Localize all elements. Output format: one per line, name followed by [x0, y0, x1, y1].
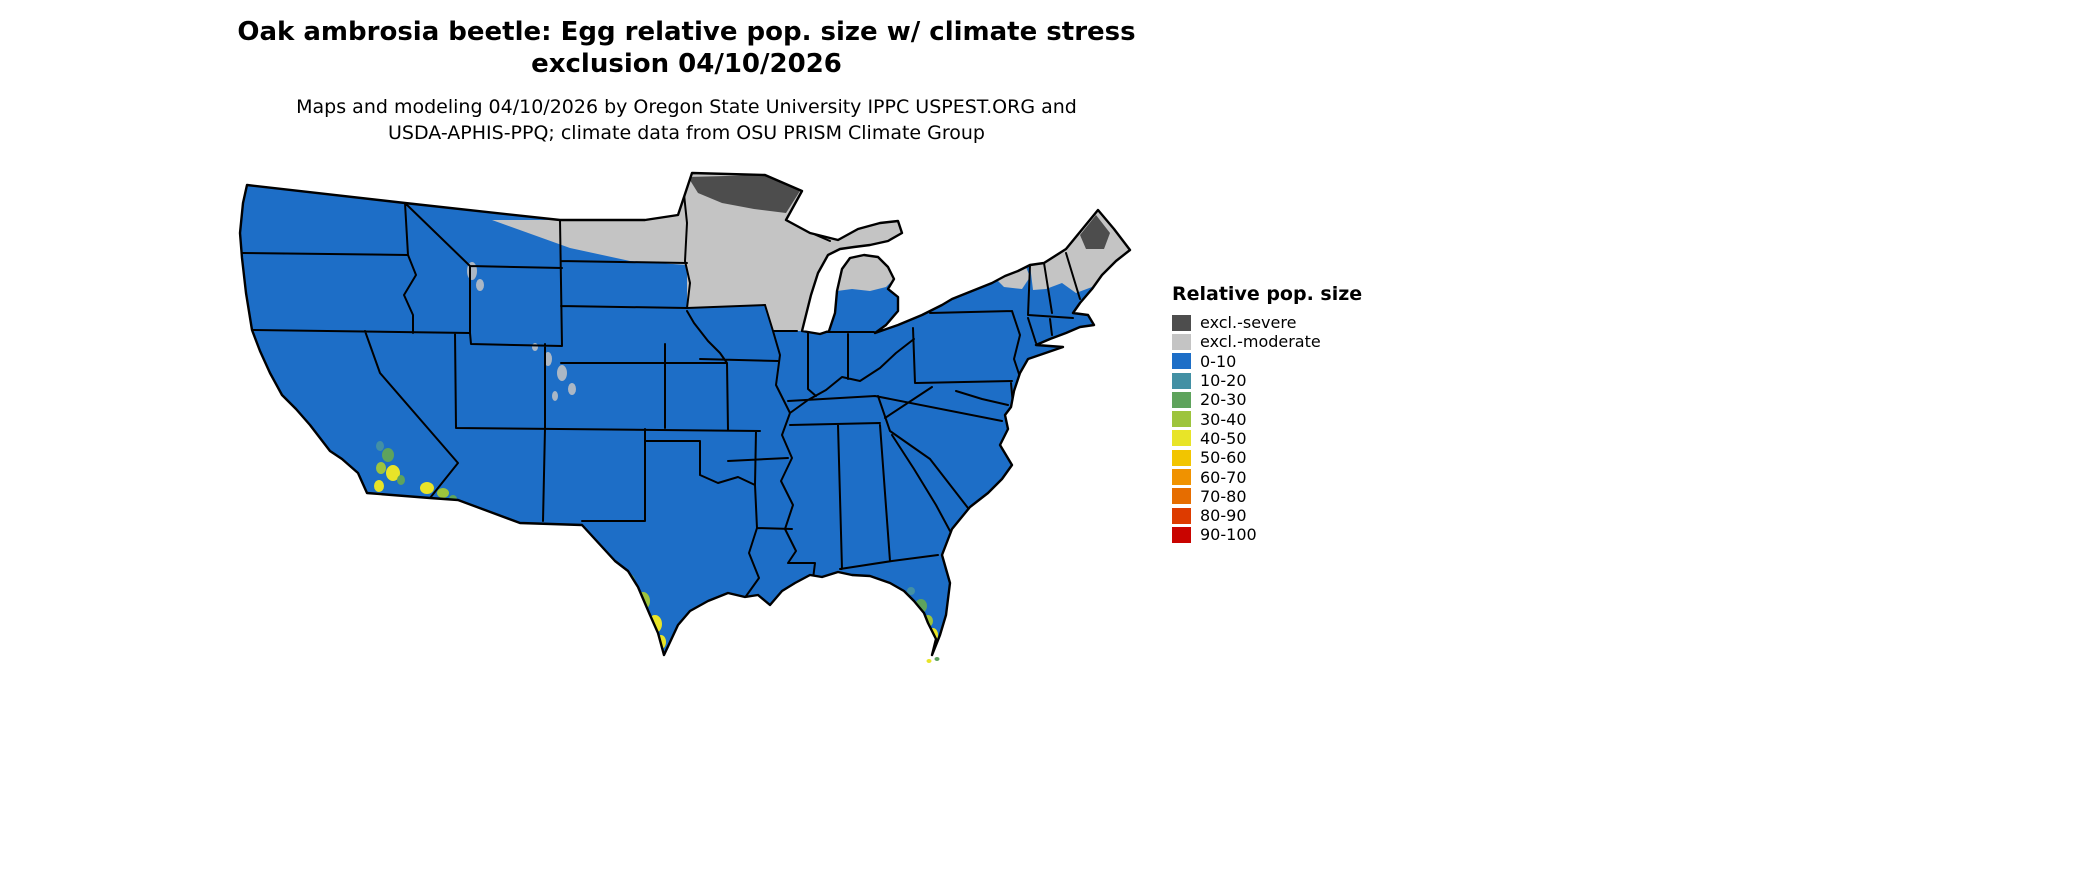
legend-item: 70-80 [1172, 487, 1362, 506]
legend-item: 40-50 [1172, 429, 1362, 448]
legend-item-label: 90-100 [1200, 525, 1257, 545]
title-block: Oak ambrosia beetle: Egg relative pop. s… [0, 16, 1373, 146]
exclusion-severe-region [688, 175, 1110, 249]
subtitle-line2: USDA-APHIS-PPQ; climate data from OSU PR… [388, 122, 985, 144]
legend-item-label: 60-70 [1200, 467, 1247, 487]
legend-items: excl.-severe excl.-moderate 0-10 10-20 20-30… [1172, 313, 1362, 545]
legend-item-label: 0-10 [1200, 351, 1237, 371]
70-80-swatch [1172, 488, 1191, 505]
10-20-swatch [1172, 372, 1191, 389]
20-30-swatch [1172, 391, 1191, 408]
legend-item: 90-100 [1172, 525, 1362, 544]
legend-item: 0-10 [1172, 352, 1362, 371]
subtitle-line1: Maps and modeling 04/10/2026 by Oregon S… [296, 96, 1077, 118]
legend-item-label: 20-30 [1200, 390, 1247, 410]
legend-item: 20-30 [1172, 390, 1362, 409]
legend: Relative pop. size excl.-severe excl.-mod… [1172, 283, 1362, 545]
state-borders [242, 174, 1081, 600]
60-70-swatch [1172, 469, 1191, 486]
legend-item: 60-70 [1172, 467, 1362, 487]
legend-item-label: excl.-moderate [1200, 332, 1321, 352]
80-90-swatch [1172, 507, 1191, 524]
florida-keys-patches [926, 657, 940, 663]
excl-severe-swatch [1172, 314, 1191, 331]
legend-item-label: 10-20 [1200, 371, 1247, 391]
90-100-swatch [1172, 526, 1191, 543]
legend-item: excl.-moderate [1172, 332, 1362, 351]
legend-item: excl.-severe [1172, 313, 1362, 332]
legend-item-label: 50-60 [1200, 448, 1247, 468]
legend-title: Relative pop. size [1172, 283, 1363, 305]
us-map [230, 163, 1145, 668]
legend-item-label: excl.-severe [1200, 313, 1297, 333]
legend-item-label: 70-80 [1200, 486, 1247, 506]
legend-item: 50-60 [1172, 448, 1362, 467]
legend-item: 30-40 [1172, 409, 1362, 429]
page-title-line2: exclusion 04/10/2026 [531, 49, 842, 79]
page-title-line1: Oak ambrosia beetle: Egg relative pop. s… [237, 17, 1136, 47]
legend-item: 10-20 [1172, 371, 1362, 390]
legend-item-label: 40-50 [1200, 428, 1247, 448]
legend-item: 80-90 [1172, 506, 1362, 525]
subtitle-block: Maps and modeling 04/10/2026 by Oregon S… [0, 94, 1373, 146]
40-50-swatch [1172, 430, 1191, 447]
us-map-svg [238, 171, 1132, 663]
50-60-swatch [1172, 449, 1191, 466]
30-40-swatch [1172, 411, 1191, 428]
legend-item-label: 30-40 [1200, 409, 1247, 429]
excl-moderate-swatch [1172, 333, 1191, 350]
0-10-swatch [1172, 353, 1191, 370]
legend-item-label: 80-90 [1200, 506, 1247, 526]
